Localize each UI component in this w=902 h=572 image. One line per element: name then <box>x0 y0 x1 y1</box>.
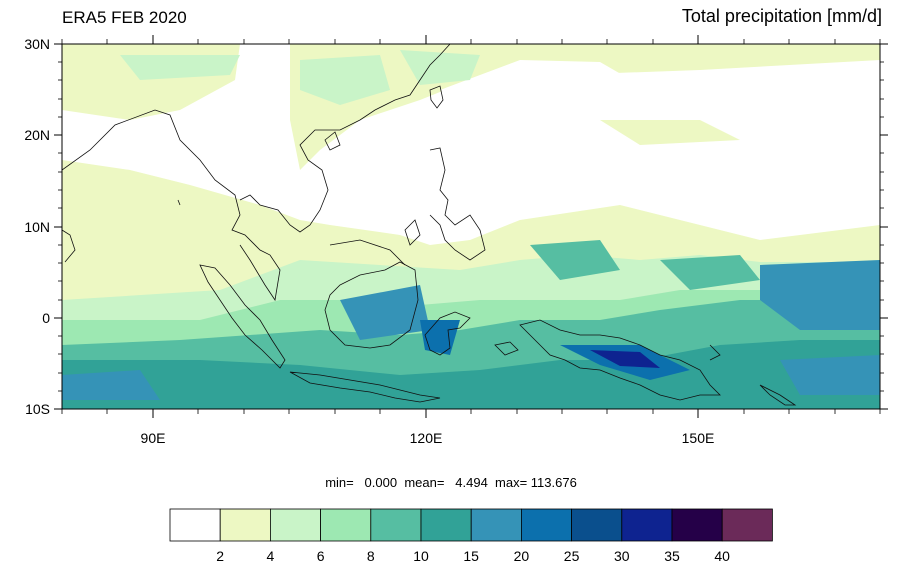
colorbar-box <box>571 508 623 542</box>
colorbar-tick-label: 15 <box>463 548 479 564</box>
lat-label-10n: 10N <box>24 219 50 235</box>
axis-ticks <box>54 35 888 418</box>
colorbar-tick-label: 8 <box>366 548 375 564</box>
colorbar-box <box>219 508 271 542</box>
lat-label-30n: 30N <box>24 36 50 52</box>
colorbar-box <box>269 508 321 542</box>
colorbar-box <box>521 508 573 542</box>
colorbar-box <box>470 508 522 542</box>
colorbar-tick-label: 40 <box>714 548 730 564</box>
colorbar-tick-label: 35 <box>664 548 680 564</box>
lon-label-90e: 90E <box>140 430 166 446</box>
colorbar-box <box>721 508 773 542</box>
plot-title-right: Total precipitation [mm/d] <box>681 6 882 26</box>
colorbar-tick-label: 4 <box>266 548 275 564</box>
lon-label-120e: 120E <box>409 430 443 446</box>
lat-label-20n: 20N <box>24 127 50 143</box>
lat-label-10s: 10S <box>25 401 50 417</box>
lat-label-0: 0 <box>42 310 50 326</box>
colorbar-tick-label: 20 <box>513 548 530 564</box>
colorbar-box <box>621 508 673 542</box>
lon-label-150e: 150E <box>681 430 715 446</box>
colorbar-box <box>320 508 372 542</box>
colorbar-tick-label: 10 <box>413 548 429 564</box>
colorbar-box <box>420 508 472 542</box>
colorbar-tick-label: 6 <box>316 548 325 564</box>
colorbar-box <box>671 508 723 542</box>
colorbar-box <box>370 508 422 542</box>
precipitation-field <box>62 44 880 409</box>
coastlines <box>62 44 797 406</box>
colorbar-tick-label: 2 <box>216 548 225 564</box>
colorbar-tick-label: 30 <box>614 548 630 564</box>
plot-title-left: ERA5 FEB 2020 <box>62 8 187 27</box>
colorbar-box <box>169 508 221 542</box>
stats-line: min= 0.000 mean= 4.494 max= 113.676 <box>325 475 577 490</box>
colorbar-tick-label: 25 <box>563 548 580 564</box>
colorbar <box>169 508 773 542</box>
